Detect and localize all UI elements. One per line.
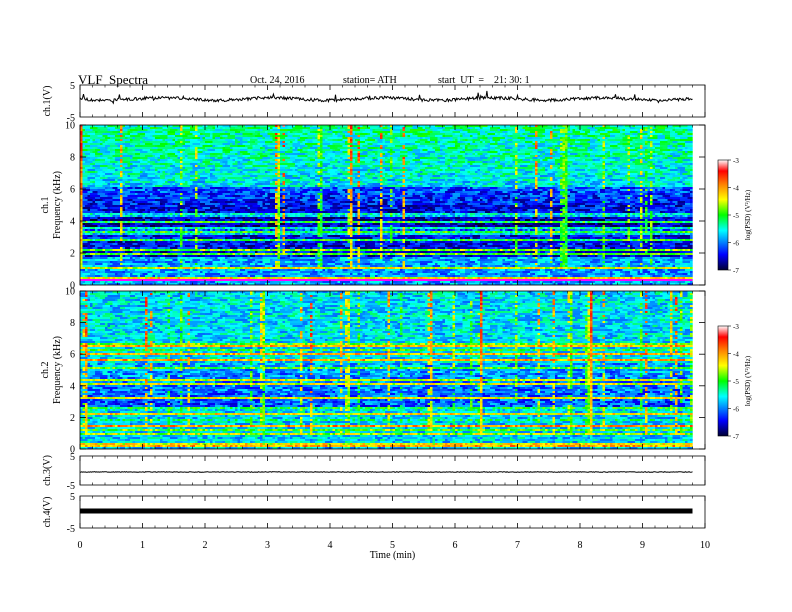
ch2-spec-colorbar-tick--6: -6 xyxy=(733,406,739,414)
xtick-label-10: 10 xyxy=(700,540,710,551)
xtick-label-4: 4 xyxy=(328,540,333,551)
ch2-spec-ytick-10: 10 xyxy=(65,287,75,298)
ch2-spec-channel-label: ch.2 xyxy=(40,362,51,379)
ch1-spec-colorbar xyxy=(718,160,728,270)
ch1-spec-ytick-6: 6 xyxy=(70,185,75,196)
ch2-spec-ylabel: Frequency (kHz) xyxy=(52,336,63,404)
ch1-spec-colorbar-label: log(PSD) (V²/Hz) xyxy=(744,189,752,240)
xtick-label-8: 8 xyxy=(578,540,583,551)
ch1-spec-colorbar-tick--7: -7 xyxy=(733,267,739,275)
ch1-spec-ylabel: Frequency (kHz) xyxy=(52,171,63,239)
ch2-spec-colorbar-tick--5: -5 xyxy=(733,378,739,386)
xtick-label-7: 7 xyxy=(515,540,520,551)
ch1-wave-trace xyxy=(80,91,693,103)
xtick-label-1: 1 xyxy=(140,540,145,551)
ch2-spec-colorbar-tick--3: -3 xyxy=(733,323,739,331)
station-label: station= ATH xyxy=(343,75,397,86)
ch2-spec-colorbar xyxy=(718,326,728,436)
xtick-label-0: 0 xyxy=(78,540,83,551)
ch2-spec-ytick-6: 6 xyxy=(70,350,75,361)
ch1-spec-colorbar-tick--4: -4 xyxy=(733,185,739,193)
start-time-label: start UT = 21: 30: 1 xyxy=(438,75,530,86)
ch2-spec-ytick-4: 4 xyxy=(70,381,75,392)
ch3-wave-ylabel: ch.3(V) xyxy=(42,455,53,486)
ch4-wave-ytick-bottom: -5 xyxy=(67,524,75,535)
ch1-spec-colorbar-tick--6: -6 xyxy=(733,240,739,248)
x-axis-label: Time (min) xyxy=(370,550,415,561)
ch4-wave-ylabel: ch.4(V) xyxy=(42,497,53,528)
ch2-spec-colorbar-tick--7: -7 xyxy=(733,433,739,441)
ch1-spec-ytick-2: 2 xyxy=(70,249,75,260)
ch1-spec-colorbar-tick--3: -3 xyxy=(733,157,739,165)
ch2-spec-colorbar-tick--4: -4 xyxy=(733,351,739,359)
ch1-spec-ytick-8: 8 xyxy=(70,153,75,164)
xtick-label-6: 6 xyxy=(453,540,458,551)
ch3-wave-ytick-bottom: -5 xyxy=(67,481,75,492)
ch1-spec-channel-label: ch.1 xyxy=(40,197,51,214)
ch1-wave-ytick-top: 5 xyxy=(70,81,75,92)
xtick-label-3: 3 xyxy=(265,540,270,551)
ch1-spec-colorbar-tick--5: -5 xyxy=(733,212,739,220)
ch2-spec-ytick-2: 2 xyxy=(70,413,75,424)
ch3-wave-trace xyxy=(80,472,693,473)
ch4-wave-ytick-top: 5 xyxy=(70,492,75,503)
xtick-label-9: 9 xyxy=(640,540,645,551)
ch1-spec-ytick-10: 10 xyxy=(65,121,75,132)
ch2-spec-colorbar-label: log(PSD) (V²/Hz) xyxy=(744,355,752,406)
ch1-spec-ytick-4: 4 xyxy=(70,217,75,228)
ch1-wave-ylabel: ch.1(V) xyxy=(42,86,53,117)
ch2-spec-ytick-8: 8 xyxy=(70,318,75,329)
date-label: Oct. 24, 2016 xyxy=(250,75,304,86)
ch3-wave-ytick-top: 5 xyxy=(70,452,75,463)
spectrogram-lowfreq-line xyxy=(80,279,693,281)
chart-title: VLF Spectra xyxy=(78,72,148,88)
xtick-label-2: 2 xyxy=(203,540,208,551)
vlf-figure: 5-5ch.1(V)0246810ch.1 Frequency (kHz)0246… xyxy=(0,0,792,612)
